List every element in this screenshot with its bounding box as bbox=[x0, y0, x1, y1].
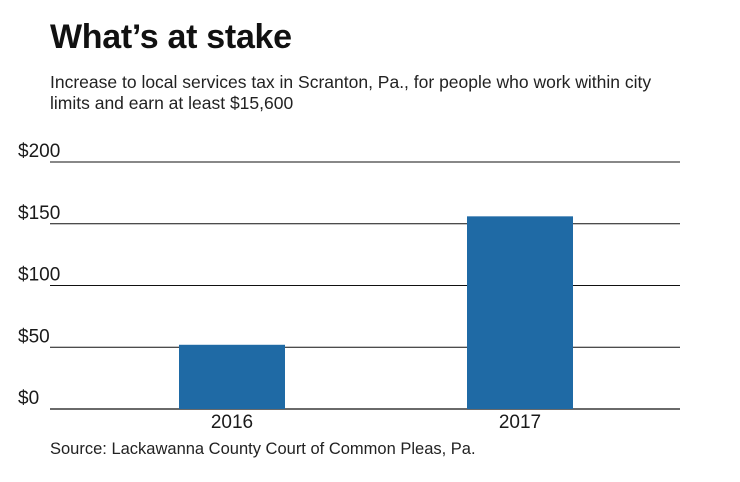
x-axis-labels: 2016 2017 bbox=[211, 412, 541, 433]
y-axis-labels: $0 $50 $100 $150 $200 bbox=[18, 141, 60, 409]
y-tick-label: $50 bbox=[18, 326, 50, 347]
y-tick-label: $0 bbox=[18, 388, 39, 409]
bar-2016 bbox=[179, 344, 285, 409]
y-tick-label: $150 bbox=[18, 203, 60, 224]
chart-subtitle: Increase to local services tax in Scrant… bbox=[50, 72, 652, 113]
y-tick-label: $200 bbox=[18, 141, 60, 162]
chart-title: What’s at stake bbox=[50, 18, 292, 56]
bar-2017 bbox=[467, 216, 573, 409]
x-category-label: 2017 bbox=[499, 412, 541, 433]
bars bbox=[179, 216, 573, 409]
x-category-label: 2016 bbox=[211, 412, 253, 433]
source-note: Source: Lackawanna County Court of Commo… bbox=[50, 440, 476, 458]
y-tick-label: $100 bbox=[18, 265, 60, 286]
gridlines bbox=[50, 161, 680, 410]
